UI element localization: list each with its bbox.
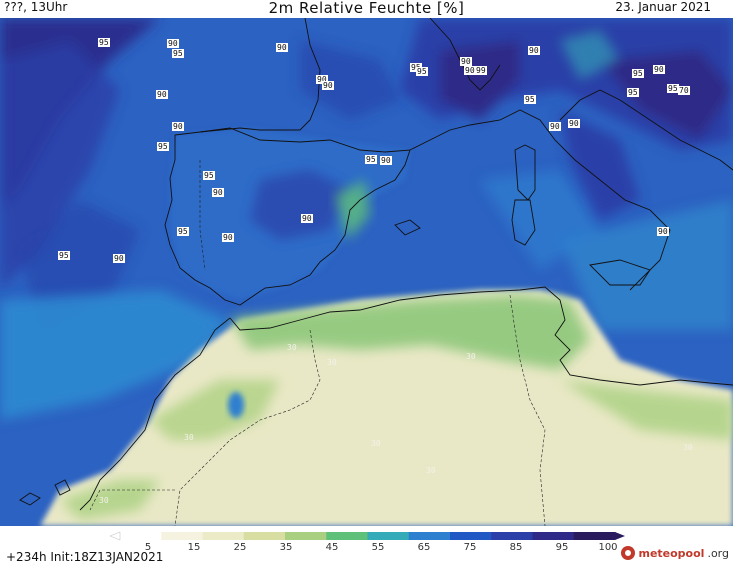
color-scale-tick: 85 <box>509 542 523 553</box>
color-scale-step <box>491 532 533 540</box>
contour-label: 90 <box>380 156 392 165</box>
contour-label: 90 <box>167 39 179 48</box>
contour-label: 90 <box>113 254 125 263</box>
contour-label: 90 <box>460 57 472 66</box>
contour-label: 95 <box>203 171 215 180</box>
contour-label: 95 <box>632 69 644 78</box>
map-header: ???, 13Uhr 2m Relative Feuchte [%] 23. J… <box>0 0 733 18</box>
contour-label: 30 <box>683 443 693 452</box>
color-scale-step <box>408 532 451 540</box>
color-scale-step <box>450 532 492 540</box>
contour-label: 90 <box>657 227 669 236</box>
color-scale-step <box>202 532 245 540</box>
contour-label: 90 <box>212 188 224 197</box>
contour-label: 90 <box>301 214 313 223</box>
contour-label: 95 <box>365 155 377 164</box>
color-scale-tick: 55 <box>371 542 385 553</box>
color-scale-tick: 45 <box>325 542 339 553</box>
iberia-humidity <box>170 30 620 300</box>
color-scale-bar <box>110 531 625 541</box>
contour-label: 95 <box>627 88 639 97</box>
contour-label: 90 <box>653 65 665 74</box>
contour-label: 30 <box>184 433 194 442</box>
color-scale-step <box>326 532 368 540</box>
contour-label: 30 <box>466 352 476 361</box>
brand-suffix: .org <box>707 546 729 560</box>
contour-label: 30 <box>287 343 297 352</box>
coastlines <box>19 18 733 511</box>
contour-label: 95 <box>410 63 422 72</box>
contour-label: 95 <box>177 227 189 236</box>
contour-label: 90 <box>568 119 580 128</box>
color-scale-step <box>243 532 286 540</box>
color-scale-tick: 65 <box>417 542 431 553</box>
contour-label: 70 <box>678 86 690 95</box>
contour-label: 95 <box>172 49 184 58</box>
contour-label: 99 <box>475 66 487 75</box>
contour-label: 90 <box>276 43 288 52</box>
color-scale-tick: 95 <box>555 542 569 553</box>
map-canvas <box>0 18 733 526</box>
forecast-run-info: +234h Init:18Z13JAN2021 <box>6 550 164 564</box>
map-footer: 5 15 25 35 45 55 65 75 85 95 100 +234h Init:18Z13J… <box>0 526 733 566</box>
color-scale-step <box>161 532 203 540</box>
contour-label: 90 <box>528 46 540 55</box>
color-scale-tick: 35 <box>279 542 293 553</box>
sea-lighter-patches <box>0 170 733 420</box>
contour-label: 30 <box>327 358 337 367</box>
valid-time-label: ???, 13Uhr <box>4 0 68 14</box>
humidity-map[interactable]: 9590959090909595909095909590909095959090… <box>0 18 733 526</box>
color-scale-tick: 5 <box>144 542 152 553</box>
north-africa-dry-field <box>40 290 733 526</box>
contour-label: 95 <box>58 251 70 260</box>
contour-label: 95 <box>416 67 428 76</box>
color-scale-step <box>120 532 162 540</box>
contour-label: 90 <box>222 233 234 242</box>
color-scale-step <box>573 532 616 540</box>
contour-label: 90 <box>172 122 184 131</box>
contour-label: 30 <box>371 439 381 448</box>
brand-name: meteopool <box>638 546 705 560</box>
color-scale-step <box>285 532 327 540</box>
contour-label: 30 <box>99 496 109 505</box>
brand-logo[interactable]: meteopool .org <box>621 546 729 560</box>
valid-date-label: 23. Januar 2021 <box>615 0 711 14</box>
contour-label: 90 <box>156 90 168 99</box>
color-scale-tick: 25 <box>233 542 247 553</box>
contour-label: 95 <box>157 142 169 151</box>
color-scale-min-arrow <box>110 531 121 541</box>
contour-label: 30 <box>426 466 436 475</box>
contour-label: 95 <box>667 84 679 93</box>
contour-label: 90 <box>549 122 561 131</box>
color-scale-tick: 15 <box>187 542 201 553</box>
brand-icon <box>621 546 636 560</box>
contour-label: 90 <box>322 81 334 90</box>
country-borders <box>89 160 546 526</box>
color-scale-step <box>532 532 575 540</box>
contour-label: 90 <box>464 66 476 75</box>
color-scale-step <box>367 532 410 540</box>
color-scale-tick: 100 <box>598 542 618 553</box>
contour-label: 95 <box>98 38 110 47</box>
color-scale-max-arrow <box>615 532 625 540</box>
map-title: 2m Relative Feuchte [%] <box>268 0 465 17</box>
contour-label: 90 <box>316 75 328 84</box>
color-scale-tick: 75 <box>463 542 477 553</box>
contour-label: 95 <box>524 95 536 104</box>
